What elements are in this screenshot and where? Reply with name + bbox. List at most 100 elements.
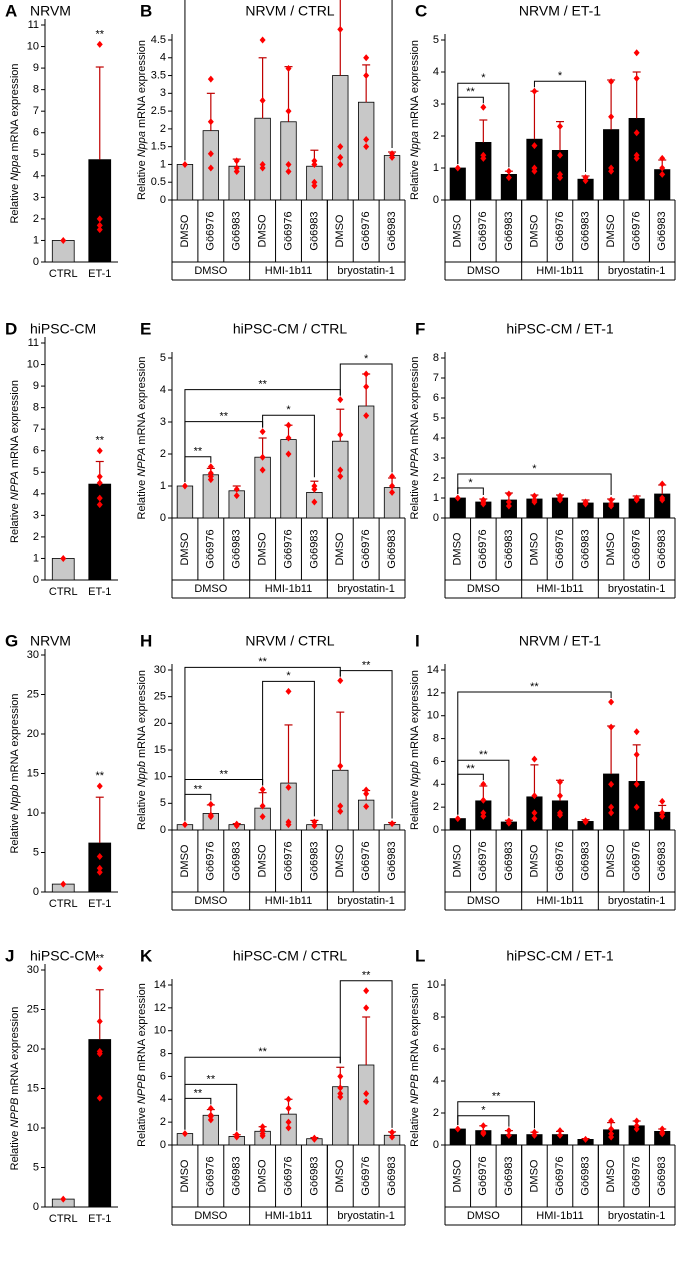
data-point: [582, 1135, 589, 1143]
data-point: [285, 1095, 292, 1103]
x-tick-label: Gö6983: [231, 211, 243, 250]
significance-label: *: [286, 670, 291, 682]
panel-title: NRVM: [30, 3, 71, 19]
y-axis-label: Relative Nppb mRNA expression: [409, 670, 421, 830]
significance-label: **: [95, 28, 104, 40]
data-point: [233, 485, 240, 493]
data-point: [337, 1084, 344, 1092]
data-point: [337, 762, 344, 770]
significance-label: **: [362, 970, 371, 982]
data-point: [531, 792, 538, 800]
x-tick-label: DMSO: [257, 214, 269, 247]
data-point: [285, 168, 292, 176]
x-tick-label: DMSO: [528, 1159, 540, 1192]
data-point: [389, 1128, 396, 1136]
x-tick-label: Gö6976: [360, 1156, 372, 1195]
data-point: [557, 792, 563, 800]
x-tick-label: Gö6983: [656, 841, 668, 880]
y-tick-label: 0: [433, 824, 439, 836]
panel-letter: I: [415, 631, 420, 650]
bar: [357, 101, 375, 201]
data-point: [582, 500, 589, 508]
y-tick-label: 5: [33, 1161, 39, 1173]
data-point: [337, 1093, 344, 1101]
y-tick-label: 10: [27, 1122, 39, 1134]
x-tick-label: Gö6976: [477, 529, 489, 568]
y-tick-label: 4: [160, 52, 166, 64]
data-point: [363, 383, 370, 391]
data-point: [259, 36, 266, 44]
y-axis-label: Relative NPPB mRNA expression: [9, 1007, 21, 1171]
y-label-part: mRNA expression: [9, 693, 21, 781]
y-tick-label: 11: [28, 337, 39, 349]
x-tick-label: Gö6976: [631, 211, 643, 250]
data-point: [285, 1124, 292, 1132]
y-tick-label: 5: [33, 846, 39, 858]
y-axis-label: Relative Nppa mRNA expression: [136, 40, 148, 200]
y-tick-label: 7: [33, 423, 39, 435]
data-point: [633, 74, 640, 82]
panel-letter: D: [5, 319, 17, 338]
y-label-part: mRNA expression: [9, 63, 21, 151]
y-label-part: Nppa: [9, 155, 21, 181]
significance-label: **: [207, 1073, 216, 1085]
panel-title: hiPSC-CM / CTRL: [233, 948, 348, 964]
panel-letter: F: [415, 319, 425, 338]
x-tick-label: Gö6976: [282, 211, 294, 250]
y-tick-label: 0: [433, 512, 439, 524]
panel-letter: L: [415, 946, 425, 965]
data-point: [557, 122, 563, 130]
data-point: [608, 502, 615, 510]
data-point: [582, 177, 589, 185]
data-point: [233, 822, 240, 830]
y-axis-label: Relative Nppb mRNA expression: [136, 670, 148, 830]
y-tick-label: 6: [33, 445, 39, 457]
panel-letter: B: [140, 1, 152, 20]
data-point: [60, 880, 67, 888]
data-point: [557, 778, 563, 786]
data-point: [363, 412, 370, 420]
data-point: [557, 1131, 563, 1139]
y-tick-label: 1: [33, 552, 39, 564]
y-tick-label: 0: [160, 824, 166, 836]
data-point: [259, 428, 266, 436]
x-tick-label: Gö6976: [205, 841, 217, 880]
data-point: [633, 780, 640, 788]
panel-letter: A: [5, 1, 17, 20]
y-label-part: Nppb: [409, 761, 421, 787]
significance-bracket: [457, 691, 612, 815]
data-point: [311, 485, 318, 493]
y-tick-label: 2: [433, 1107, 439, 1119]
x-tick-label: Gö6983: [231, 1156, 243, 1195]
x-tick-label: DMSO: [179, 1159, 191, 1192]
y-tick-label: 0: [433, 194, 439, 206]
x-tick-label: Gö6976: [631, 841, 643, 880]
data-point: [659, 164, 666, 172]
panel-title: hiPSC-CM: [30, 948, 96, 964]
data-point: [311, 498, 318, 506]
panel-title: hiPSC-CM: [30, 321, 96, 337]
data-point: [557, 151, 563, 159]
x-tick-label: DMSO: [179, 214, 191, 247]
data-point: [337, 677, 344, 685]
x-tick-label: Gö6976: [360, 211, 372, 250]
data-point: [259, 802, 266, 810]
y-axis-label: Relative NPPB mRNA expression: [136, 983, 148, 1147]
bar: [176, 164, 194, 201]
data-point: [531, 755, 538, 763]
panel-title: hiPSC-CM / CTRL: [233, 321, 348, 337]
y-tick-label: 2: [160, 123, 166, 135]
data-point: [389, 153, 396, 161]
bar: [383, 155, 401, 201]
y-tick-label: 2: [433, 801, 439, 813]
y-tick-label: 10: [27, 358, 39, 370]
data-point: [557, 174, 563, 182]
y-tick-label: 1: [160, 480, 166, 492]
y-tick-label: 3: [433, 452, 439, 464]
y-label-part: NPPB: [409, 1074, 421, 1104]
data-point: [96, 473, 103, 481]
data-point: [480, 780, 487, 788]
data-point: [480, 812, 487, 820]
data-point: [96, 215, 103, 223]
x-tick-label: DMSO: [257, 1159, 269, 1192]
